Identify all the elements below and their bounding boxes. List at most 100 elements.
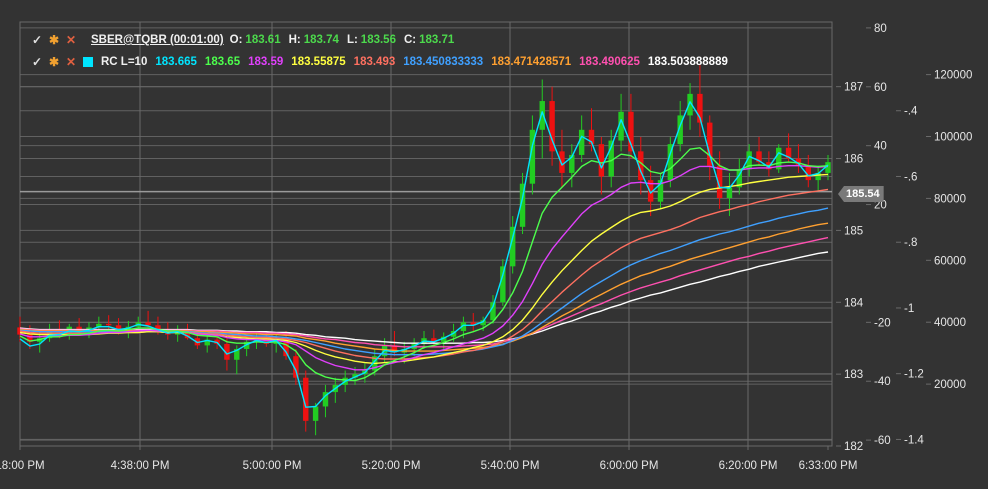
- candle-body: [460, 322, 467, 332]
- candle-body: [96, 323, 102, 328]
- x-tick-label: 18:00 PM: [0, 460, 45, 472]
- low-value: 183.56: [360, 34, 396, 46]
- candle-body: [283, 339, 289, 357]
- candle-body: [578, 129, 585, 155]
- rc-value-1: 183.665: [155, 56, 197, 68]
- x-tick-label: 4:38:00 PM: [111, 460, 170, 472]
- price-tick-label: 186: [844, 154, 863, 166]
- candle-body: [677, 115, 683, 145]
- x-tick-label: 5:00:00 PM: [243, 460, 302, 472]
- check-icon[interactable]: ✓: [31, 55, 43, 69]
- legend-row-indicator: ✓ ✱ ✕ RC L=10 183.665 183.65 183.59 183.…: [30, 53, 736, 71]
- price-tick-label: 187: [844, 82, 863, 94]
- color-swatch-icon[interactable]: [83, 57, 93, 67]
- indicator-name: RC L=10: [101, 56, 148, 68]
- low-key: L:: [346, 34, 358, 46]
- volume-tick-label: 40000: [934, 317, 966, 329]
- x-tick-label: 5:40:00 PM: [481, 460, 540, 472]
- candle-body: [145, 322, 151, 326]
- candle-body: [707, 122, 713, 166]
- candle-body: [776, 147, 782, 170]
- candle-body: [539, 101, 545, 130]
- x-tick-label: 6:00:00 PM: [600, 460, 659, 472]
- rc-value-8: 183.490625: [579, 56, 640, 68]
- rc-tick-label: -1: [904, 303, 914, 315]
- gear-icon[interactable]: ✱: [48, 55, 60, 69]
- rc-value-5: 183.493: [353, 56, 396, 68]
- rc-tick-label: -.6: [904, 171, 917, 183]
- volume-tick-label: 20000: [934, 379, 966, 391]
- candle-body: [746, 151, 752, 170]
- rc-value-4: 183.55875: [291, 56, 346, 68]
- close-icon[interactable]: ✕: [65, 55, 77, 69]
- candle-body: [785, 147, 792, 159]
- candle-body: [322, 392, 329, 407]
- rc-value-2: 183.65: [204, 56, 241, 68]
- current-price-tag: 185.54: [838, 186, 884, 202]
- rc-value-3: 183.59: [248, 56, 284, 68]
- candle-body: [490, 302, 496, 321]
- candle-body: [628, 111, 634, 152]
- rc-value-9: 183.503888889: [647, 56, 728, 68]
- symbol-label[interactable]: SBER@TQBR (00:01:00): [91, 34, 224, 46]
- candle-body: [234, 348, 240, 360]
- price-tick-label: 182: [844, 441, 863, 453]
- candle-body: [155, 325, 161, 332]
- candle-body: [312, 406, 319, 421]
- candle-body: [470, 322, 476, 326]
- check-icon[interactable]: ✓: [31, 33, 43, 47]
- rc-series-line-3: [19, 165, 829, 371]
- candle-body: [549, 101, 555, 152]
- candle-body: [569, 154, 575, 173]
- rc-value-6: 183.450833333: [403, 56, 484, 68]
- volume-tick-label: 80000: [934, 193, 966, 205]
- candle-body: [303, 377, 309, 421]
- x-tick-label: 6:33:00 PM: [799, 460, 858, 472]
- candle-body: [27, 334, 33, 342]
- price-tick-label: 185: [844, 225, 863, 237]
- close-key: C:: [403, 34, 417, 46]
- candle-body: [716, 165, 723, 199]
- candle-body: [76, 326, 82, 332]
- oscillator-tick-label: -40: [874, 376, 891, 388]
- candle-body: [105, 323, 112, 326]
- rc-series-line-4: [19, 173, 829, 365]
- candle-body: [608, 140, 614, 177]
- oscillator-tick-label: 60: [874, 82, 887, 94]
- candle-body: [815, 172, 821, 181]
- candle-body: [667, 144, 674, 181]
- candle-body: [756, 151, 762, 163]
- candle-body: [795, 158, 802, 166]
- candle-body: [115, 325, 122, 330]
- candle-body: [224, 343, 230, 360]
- candle-body: [736, 169, 743, 188]
- close-icon[interactable]: ✕: [65, 33, 77, 47]
- oscillator-tick-label: -20: [874, 317, 891, 329]
- oscillator-tick-label: -60: [874, 435, 891, 447]
- oscillator-tick-label: 80: [874, 23, 887, 35]
- gear-icon[interactable]: ✱: [48, 33, 60, 47]
- volume-tick-label: 60000: [934, 255, 966, 267]
- candle-body: [588, 129, 595, 145]
- candle-body: [352, 374, 358, 378]
- candle-body: [559, 151, 565, 173]
- candle-body: [687, 93, 693, 116]
- candle-body: [184, 331, 191, 339]
- candle-body: [391, 345, 398, 353]
- rc-value-7: 183.471428571: [491, 56, 572, 68]
- candle-body: [431, 338, 437, 342]
- candle-body: [509, 226, 516, 267]
- rc-tick-label: -.8: [904, 237, 917, 249]
- candle-body: [519, 183, 526, 227]
- candle-body: [204, 339, 210, 346]
- close-value: 183.71: [419, 34, 455, 46]
- candle-body: [726, 187, 733, 199]
- open-key: O:: [229, 34, 243, 46]
- rc-tick-label: -1.2: [904, 369, 924, 381]
- candle-body: [697, 93, 703, 123]
- open-value: 183.61: [245, 34, 281, 46]
- rc-tick-label: -1.4: [904, 434, 924, 446]
- rc-series-line-1: [19, 101, 829, 408]
